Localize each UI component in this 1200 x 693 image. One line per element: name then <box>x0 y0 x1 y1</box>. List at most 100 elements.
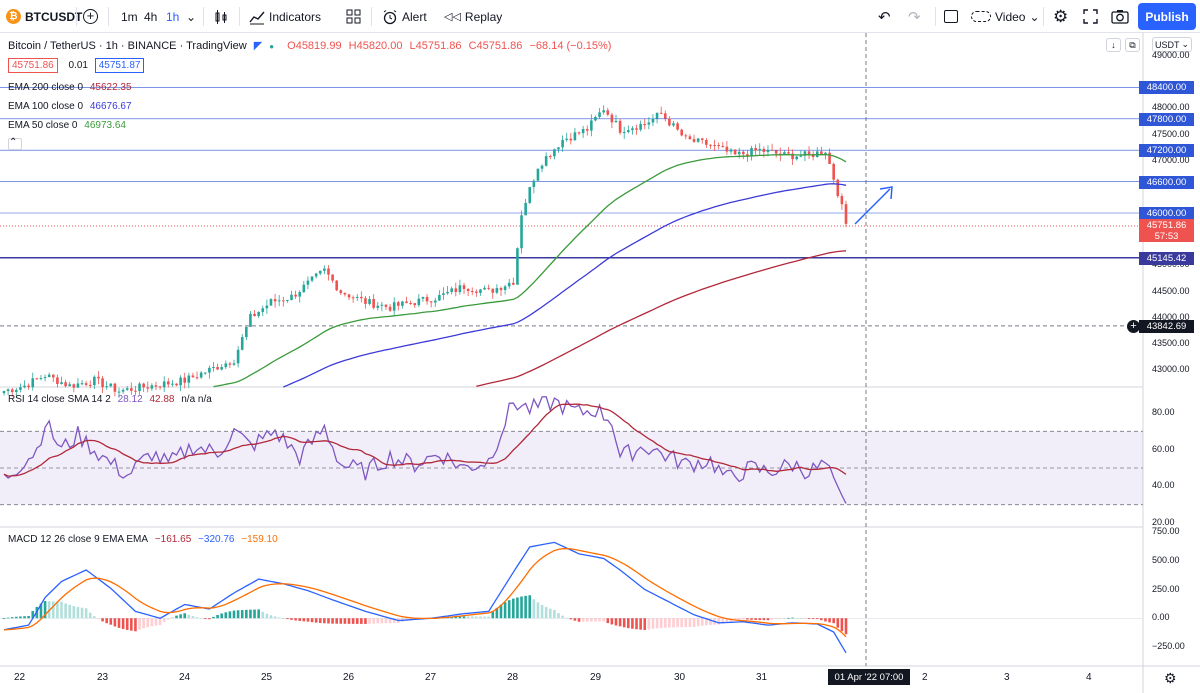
gear-icon: ⚙ <box>1053 6 1069 26</box>
macd-histogram-bar <box>676 618 679 628</box>
macd-histogram-bar <box>503 602 507 619</box>
candle-body <box>433 300 437 303</box>
macd-histogram-bar <box>72 606 76 619</box>
layout-button[interactable] <box>944 0 958 33</box>
templates-button[interactable] <box>346 0 361 33</box>
candle-body <box>10 389 14 393</box>
macd-histogram-bar <box>121 618 125 630</box>
candle-body <box>364 298 367 304</box>
interval-1m[interactable]: 1m <box>121 9 138 24</box>
symbol-search[interactable]: ₿ BTCUSDT <box>6 0 82 33</box>
settings-button[interactable]: ⚙ <box>1053 0 1068 33</box>
candle-body <box>557 147 560 150</box>
candle-body <box>737 151 741 155</box>
gear-icon: ⚙ <box>1164 670 1177 686</box>
macd-histogram-bar <box>692 618 696 627</box>
macd-histogram-bar <box>783 618 786 619</box>
collapse-legend-button[interactable]: ⌃ <box>8 138 22 150</box>
candle-body <box>729 149 733 152</box>
macd-histogram-bar <box>380 618 384 624</box>
interval-1h[interactable]: 1h <box>166 9 180 24</box>
bitcoin-logo-icon: ₿ <box>6 9 21 24</box>
candle-body <box>762 148 766 152</box>
candle-body <box>228 363 232 365</box>
candle-body <box>700 138 704 140</box>
ema50-legend[interactable]: EMA 50 close 0 46973.64 <box>8 120 126 131</box>
macd-histogram-bar <box>331 618 334 624</box>
candle-body <box>663 113 667 119</box>
price-tick: 47500.00 <box>1152 128 1190 139</box>
macd-histogram-bar <box>109 618 113 625</box>
currency-selector[interactable]: USDT ⌄ <box>1152 37 1192 52</box>
macd-histogram-bar <box>281 618 285 620</box>
indicators-button[interactable]: Indicators <box>249 0 321 33</box>
buy-price-box[interactable]: 45751.87 <box>94 58 145 73</box>
macd-histogram-bar <box>384 618 388 624</box>
macd-histogram-bar <box>762 618 766 621</box>
candle-body <box>602 110 605 113</box>
candle-body <box>191 375 195 378</box>
macd-legend[interactable]: MACD 12 26 close 9 EMA EMA −161.65 −320.… <box>8 534 278 545</box>
chart-type-button[interactable] <box>213 0 229 33</box>
candle-body <box>750 147 753 157</box>
candle-body <box>627 130 630 133</box>
video-button[interactable]: Video ⌄ <box>971 0 1040 33</box>
publish-button[interactable]: Publish <box>1138 3 1196 30</box>
macd-histogram-bar <box>791 617 794 619</box>
rsi-legend[interactable]: RSI 14 close SMA 14 2 28.12 42.88 n/a n/… <box>8 394 212 405</box>
snapshot-button[interactable] <box>1111 0 1129 33</box>
macd-histogram-bar <box>655 618 659 629</box>
candle-body <box>27 385 30 388</box>
candle-body <box>43 377 47 379</box>
interval-4h[interactable]: 4h <box>144 9 158 24</box>
candle-body <box>585 129 589 131</box>
undo-button[interactable]: ↶ <box>878 0 891 33</box>
add-alert-plus-icon[interactable]: + <box>1127 320 1140 333</box>
alert-button[interactable]: Alert <box>382 0 427 33</box>
macd-histogram-bar <box>828 618 831 623</box>
candle-body <box>466 289 470 292</box>
macd-histogram-bar <box>158 618 162 626</box>
candle-body <box>232 363 236 365</box>
macd-histogram-bar <box>787 617 790 619</box>
macd-histogram-bar <box>475 616 478 619</box>
candle-body <box>475 291 478 293</box>
macd-histogram-bar <box>766 618 770 621</box>
redo-button[interactable]: ↷ <box>908 0 921 33</box>
ema200-legend[interactable]: EMA 200 close 0 45622.35 <box>8 82 132 93</box>
candle-body <box>639 124 642 130</box>
candle-body <box>450 288 453 292</box>
candle-body <box>199 372 203 378</box>
candle-body <box>524 202 527 216</box>
restore-pane-button[interactable]: ⧉ <box>1125 38 1140 52</box>
candle-body <box>347 294 351 298</box>
ohlc-close: C45751.86 <box>468 40 523 52</box>
macd-histogram-bar <box>820 618 823 621</box>
candle-body <box>680 129 684 136</box>
ema100-legend[interactable]: EMA 100 close 0 46676.67 <box>8 101 132 112</box>
scroll-down-button[interactable]: ↓ <box>1106 38 1121 52</box>
macd-histogram-bar <box>495 607 499 619</box>
candle-body <box>725 146 729 152</box>
chart-settings-button[interactable]: ⚙ <box>1164 670 1186 686</box>
compare-button[interactable]: + <box>83 0 98 33</box>
candle-body <box>339 290 343 293</box>
fullscreen-button[interactable] <box>1083 0 1098 33</box>
macd-histogram-bar <box>175 615 178 619</box>
candle-body <box>618 120 622 133</box>
replay-button[interactable]: ◁◁ Replay <box>444 9 503 24</box>
fullscreen-icon <box>1083 9 1098 24</box>
price-tick: 48000.00 <box>1152 102 1190 113</box>
ohlc-change: −68.14 (−0.15%) <box>529 40 612 52</box>
interval-dropdown[interactable]: ⌄ <box>186 0 196 33</box>
candle-body <box>811 154 815 158</box>
chevron-down-icon: ⌄ <box>1181 39 1190 49</box>
macd-histogram-bar <box>635 618 638 630</box>
chart-canvas[interactable] <box>0 33 1200 693</box>
macd-histogram-bar <box>774 618 778 620</box>
candle-body <box>746 154 749 157</box>
macd-histogram-bar <box>339 618 343 624</box>
macd-histogram-bar <box>15 616 18 619</box>
sell-price-box[interactable]: 45751.86 <box>8 58 58 73</box>
candle-body <box>68 384 72 387</box>
